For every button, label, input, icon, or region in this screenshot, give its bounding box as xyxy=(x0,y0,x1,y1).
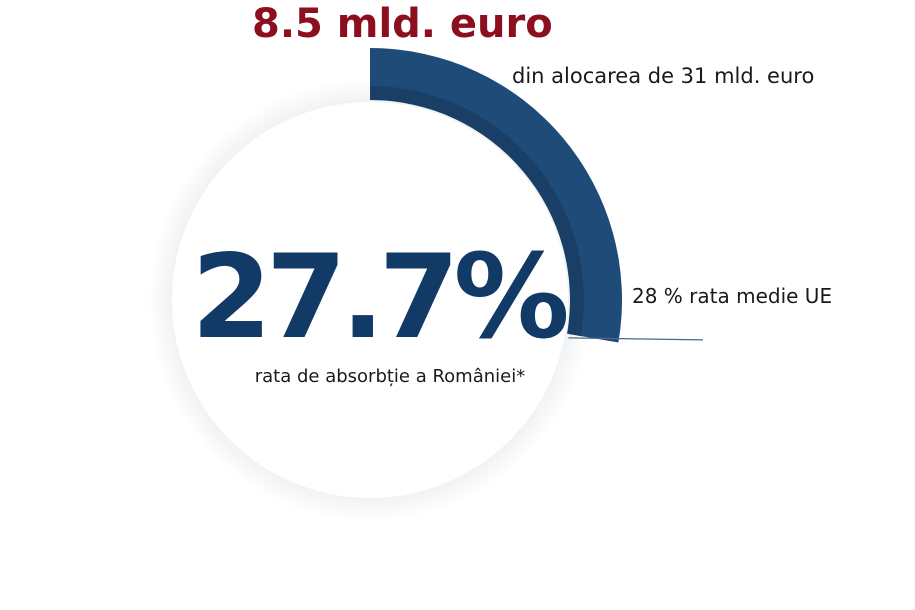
absorbed-amount-headline: 8.5 mld. euro xyxy=(252,1,553,47)
absorption-rate-caption: rata de absorbție a României* xyxy=(254,366,526,387)
eu-average-marker xyxy=(568,337,704,341)
eu-average-label: 28 % rata medie UE xyxy=(632,284,833,308)
center-plate xyxy=(172,102,568,498)
absorption-rate-value: 27.7% xyxy=(191,230,569,365)
allocation-label: din alocarea de 31 mld. euro xyxy=(512,64,815,88)
absorption-arc xyxy=(370,48,622,343)
